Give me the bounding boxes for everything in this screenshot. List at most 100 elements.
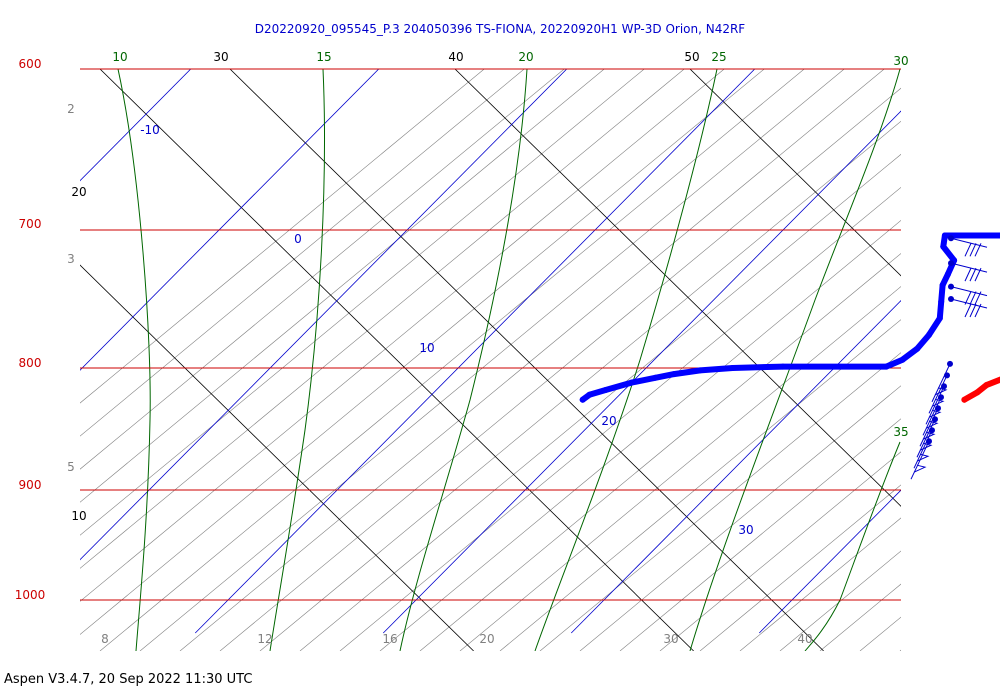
wind-barb-staff xyxy=(925,386,945,425)
wind-barb xyxy=(948,283,988,305)
isotherm-line xyxy=(947,69,1000,633)
mixing-ratio-line xyxy=(80,69,765,635)
isotherm-line xyxy=(80,69,192,182)
mixing-ratio-line xyxy=(579,385,901,651)
data-point xyxy=(941,232,948,239)
mixing-ratio-line xyxy=(779,550,901,651)
moist-adiabat-label: 30 xyxy=(893,54,908,68)
mixing-ratio-line xyxy=(899,649,901,651)
pressure-tick-label: 1000 xyxy=(15,588,46,602)
wind-barb-feather xyxy=(974,243,982,257)
wind-barb xyxy=(910,438,932,480)
dry-adiabat-line xyxy=(80,264,474,651)
mixing-ratio-line xyxy=(80,69,525,437)
mixing-ratio-line xyxy=(219,87,901,651)
pressure-tick-label: 800 xyxy=(19,356,42,370)
isotherm-line xyxy=(382,110,901,634)
moist-adiabat-line xyxy=(689,69,901,651)
data-point xyxy=(961,396,968,403)
wind-barb-feather xyxy=(974,291,982,305)
temperature-tick-label: 16 xyxy=(382,632,397,646)
mixing-ratio-line xyxy=(99,69,805,651)
moist-adiabat-label: 20 xyxy=(518,50,533,64)
data-point xyxy=(652,374,659,381)
data-point xyxy=(729,365,736,371)
moist-adiabat-label: 10 xyxy=(112,50,127,64)
data-point xyxy=(836,363,843,370)
mixing-ratio-line xyxy=(179,69,885,651)
profile-series xyxy=(579,232,1000,403)
data-point xyxy=(779,363,786,370)
mixing-ratio-line xyxy=(499,319,901,651)
wind-barb-feather xyxy=(969,303,977,318)
wind-barb-staff xyxy=(910,440,930,480)
mixing-ratio-line xyxy=(859,616,901,651)
isotherm-line xyxy=(194,69,756,634)
moist-adiabat-label: 25 xyxy=(711,50,726,64)
mixing-ratio-line xyxy=(940,69,1000,651)
mixing-ratio-line xyxy=(459,286,901,651)
mixing-ratio-label: 5 xyxy=(67,460,75,474)
isotherm-label: -10 xyxy=(140,123,160,137)
wind-barb-pennant xyxy=(913,464,927,473)
isotherm-line xyxy=(570,300,901,634)
data-point xyxy=(899,356,906,363)
dry-adiabat-label: 10 xyxy=(71,509,86,523)
wind-barb-feather xyxy=(974,267,982,282)
mixing-ratio-line xyxy=(699,484,901,651)
moist-adiabats xyxy=(117,69,901,651)
data-point xyxy=(926,331,932,338)
wind-barbs xyxy=(910,235,988,480)
data-point xyxy=(628,379,635,386)
temperature-tick-label: 40 xyxy=(797,632,812,646)
data-point xyxy=(914,345,921,352)
wind-barb-staff xyxy=(950,286,988,297)
data-point xyxy=(586,391,593,398)
wind-barb-staff xyxy=(950,237,988,248)
wind-barb-feather xyxy=(964,303,972,318)
wind-barb xyxy=(948,296,988,318)
isotherm-line xyxy=(80,69,568,561)
isotherm-line xyxy=(80,69,380,371)
isotherm-label: 0 xyxy=(294,232,302,246)
moist-adiabat-line xyxy=(117,69,151,651)
footer-text: Aspen V3.4.7, 20 Sep 2022 11:30 UTC xyxy=(4,672,253,687)
data-point xyxy=(579,396,586,403)
moist-adiabat-line xyxy=(804,441,901,651)
mixing-ratio-line xyxy=(80,69,725,602)
mixing-ratio-line xyxy=(259,120,901,651)
wind-barb-staff xyxy=(931,363,951,403)
data-point xyxy=(697,367,704,374)
wind-barb-feather xyxy=(964,243,972,257)
isotherm-label: 30 xyxy=(738,523,753,537)
dry-adiabat-label: 50 xyxy=(684,50,699,64)
wind-barb-staff xyxy=(950,298,988,309)
isotherm-label: 10 xyxy=(419,341,434,355)
mixing-ratio-line xyxy=(299,153,901,651)
dry-adiabat-line xyxy=(99,69,694,651)
isotherm-line xyxy=(758,489,901,634)
wind-barb-staff xyxy=(928,375,948,414)
wind-barb-feather xyxy=(969,291,977,305)
mixing-ratio-line xyxy=(539,352,901,651)
data-point xyxy=(938,298,945,305)
mixing-ratio-label: 3 xyxy=(67,252,75,266)
temperature-tick-label: 8 xyxy=(101,632,109,646)
data-point xyxy=(944,271,951,278)
wind-barb-staff xyxy=(913,430,933,469)
wind-barb-feather xyxy=(969,267,977,282)
temperature-line xyxy=(961,376,1000,403)
data-point xyxy=(936,315,943,322)
wind-barb-staff xyxy=(916,419,936,458)
wind-barb-staff xyxy=(950,262,988,273)
wind-barb xyxy=(948,235,988,257)
dry-adiabat-line xyxy=(454,69,901,507)
dry-adiabat-line xyxy=(689,69,901,277)
dry-adiabat-label: 40 xyxy=(448,50,463,64)
pressure-tick-label: 600 xyxy=(19,57,42,71)
moist-adiabat-label: 35 xyxy=(893,425,908,439)
temperature-tick-label: 30 xyxy=(663,632,678,646)
moist-adiabat-line xyxy=(399,69,528,651)
